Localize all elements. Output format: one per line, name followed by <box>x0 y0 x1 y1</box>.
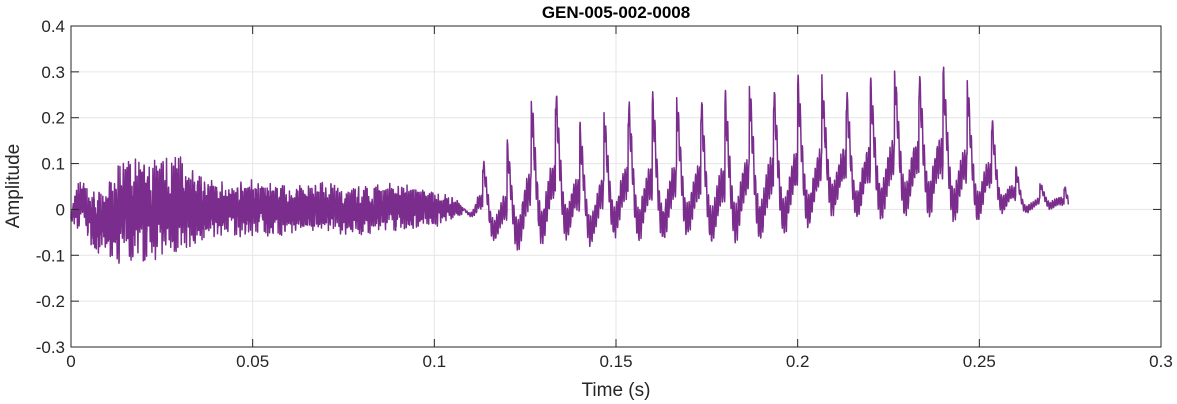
waveform-group <box>70 66 1070 264</box>
y-axis-ticks: -0.3 -0.2 -0.1 0 0.1 0.2 0.3 0.4 <box>36 17 1161 357</box>
waveform-line <box>70 66 1070 264</box>
x-tick-label: 0.1 <box>423 352 447 371</box>
x-axis-ticks: 0 0.05 0.1 0.15 0.2 0.25 0.3 <box>66 26 1173 371</box>
x-tick-label: 0 <box>66 352 75 371</box>
y-axis-label: Amplitude <box>3 144 24 229</box>
y-tick-label: 0.2 <box>41 109 65 128</box>
y-tick-label: 0.4 <box>41 17 65 36</box>
x-tick-label: 0.15 <box>599 352 632 371</box>
y-tick-label: 0.3 <box>41 63 65 82</box>
x-tick-label: 0.2 <box>786 352 810 371</box>
y-tick-label: -0.3 <box>36 338 65 357</box>
x-axis-label: Time (s) <box>582 380 651 401</box>
y-tick-label: -0.1 <box>36 246 65 265</box>
x-tick-label: 0.05 <box>236 352 269 371</box>
x-tick-label: 0.25 <box>963 352 996 371</box>
y-tick-label: 0 <box>56 200 65 219</box>
y-tick-label: -0.2 <box>36 292 65 311</box>
x-tick-label: 0.3 <box>1149 352 1173 371</box>
chart-title: GEN-005-002-0008 <box>542 3 690 22</box>
y-tick-label: 0.1 <box>41 155 65 174</box>
